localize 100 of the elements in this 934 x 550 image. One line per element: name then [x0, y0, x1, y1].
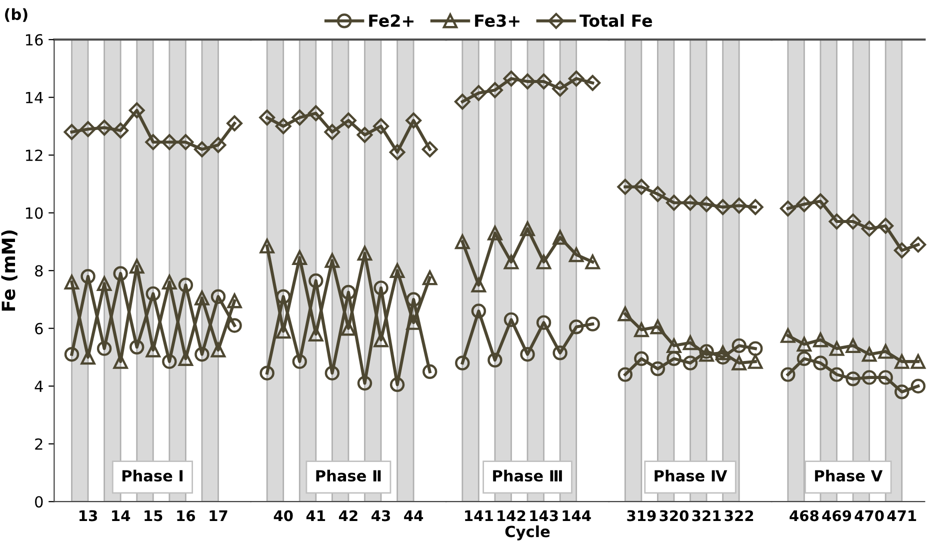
y-tick-label: 4	[34, 380, 43, 392]
x-tick-label: 13	[80, 510, 98, 522]
point	[666, 351, 682, 366]
x-tick-label: 470	[854, 510, 884, 522]
point	[617, 178, 634, 195]
point	[520, 73, 536, 90]
point	[226, 115, 243, 132]
x-tick-label: 468	[790, 510, 819, 522]
point	[650, 186, 666, 202]
point	[813, 332, 828, 348]
point	[536, 315, 552, 330]
point	[552, 80, 568, 97]
point	[357, 246, 372, 261]
point	[471, 278, 486, 292]
point	[878, 344, 893, 359]
x-tick-label: 320	[660, 510, 689, 522]
point	[259, 110, 276, 126]
x-tick-label: 471	[887, 510, 916, 522]
point	[210, 289, 226, 304]
point	[324, 253, 340, 268]
x-tick-label: 319	[627, 510, 656, 522]
point	[488, 352, 502, 368]
point	[373, 118, 389, 134]
x-tick-label: 144	[562, 510, 591, 522]
y-tick-label: 8	[35, 265, 43, 277]
point	[682, 356, 698, 370]
annotation: Phase Ⅰ	[122, 470, 182, 482]
point	[650, 361, 666, 376]
x-tick-label: 15	[144, 510, 162, 522]
point	[113, 266, 128, 281]
point	[260, 366, 274, 380]
point	[422, 270, 438, 286]
legend-label: Fe2+	[369, 14, 414, 27]
point	[340, 112, 356, 128]
x-axis-title: Cycle	[505, 525, 550, 540]
chart-title: (b)	[5, 8, 28, 22]
point	[585, 316, 600, 332]
x-tick-label: 41	[306, 510, 326, 522]
point	[80, 269, 96, 284]
point	[292, 110, 308, 126]
y-tick-label: 12	[26, 150, 42, 161]
x-tick-label: 14	[112, 510, 130, 522]
legend-label: Fe3+	[475, 14, 520, 27]
point	[471, 304, 486, 318]
point	[666, 338, 682, 354]
point	[455, 234, 470, 250]
point	[878, 370, 893, 385]
point	[64, 346, 80, 362]
point	[894, 384, 910, 400]
point	[210, 342, 226, 358]
point	[194, 290, 210, 306]
point	[470, 85, 487, 102]
x-tick-label: 44	[404, 510, 424, 522]
point	[455, 356, 470, 370]
point	[389, 144, 406, 160]
point	[829, 367, 844, 382]
point	[422, 364, 438, 380]
point	[292, 354, 307, 369]
point	[357, 376, 372, 391]
point	[96, 341, 112, 356]
x-tick-label: 469	[822, 510, 852, 522]
point	[80, 121, 96, 138]
point	[634, 351, 649, 366]
point	[650, 320, 666, 334]
x-tick-label: 142	[498, 510, 526, 522]
point	[894, 242, 910, 258]
point	[227, 294, 242, 308]
point	[454, 94, 470, 110]
point	[162, 354, 177, 369]
point	[910, 354, 926, 369]
x-tick-label: 143	[530, 510, 558, 522]
point	[486, 82, 503, 98]
point	[356, 126, 373, 143]
point	[584, 74, 601, 91]
point	[162, 274, 177, 290]
point	[747, 199, 764, 216]
point	[341, 320, 356, 336]
point	[64, 274, 80, 290]
x-tick-label: 40	[274, 510, 293, 522]
x-tick-label: 43	[372, 510, 390, 522]
point	[275, 118, 292, 134]
point	[503, 70, 520, 87]
point	[698, 196, 715, 212]
point	[276, 289, 291, 304]
annotation: Phase Ⅳ	[654, 470, 728, 482]
point	[748, 354, 763, 369]
point	[130, 340, 144, 354]
point	[406, 292, 421, 307]
point	[780, 200, 796, 217]
point	[846, 372, 860, 386]
point	[341, 284, 356, 300]
point	[390, 263, 405, 278]
point	[504, 312, 519, 328]
point	[812, 193, 828, 210]
legend-label: Total Fe	[580, 14, 652, 27]
point	[568, 247, 584, 262]
point	[699, 344, 714, 359]
point	[861, 220, 878, 237]
point	[178, 134, 194, 150]
point	[308, 326, 324, 342]
